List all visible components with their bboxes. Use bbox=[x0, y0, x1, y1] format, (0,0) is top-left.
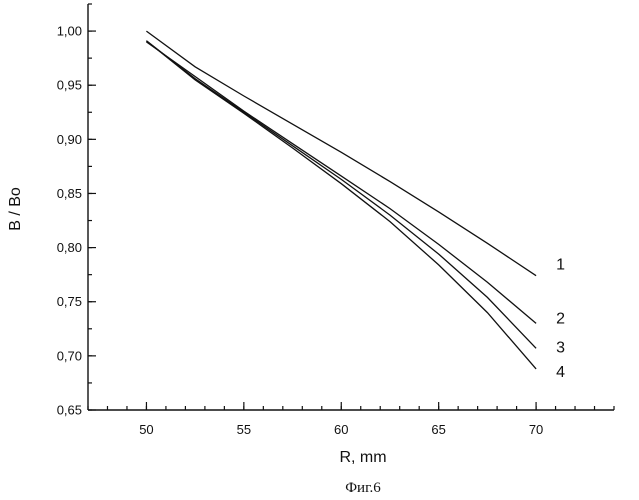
series-label-2: 2 bbox=[556, 310, 565, 327]
series-line-4 bbox=[146, 41, 536, 369]
x-tick-label: 70 bbox=[529, 422, 543, 437]
x-tick-label: 65 bbox=[431, 422, 445, 437]
series-label-3: 3 bbox=[556, 339, 565, 356]
series-line-2 bbox=[146, 42, 536, 324]
y-tick-label: 0,70 bbox=[57, 348, 82, 363]
axes: 0,65 0,70 0,75 0,80 0,85 0,90 0,95 1,00 50 55 60 65… bbox=[57, 4, 614, 437]
series-layer: 1 2 3 4 bbox=[146, 31, 565, 381]
series-label-4: 4 bbox=[556, 364, 565, 381]
series-line-1 bbox=[146, 31, 536, 276]
x-axis-title: R, mm bbox=[339, 449, 386, 466]
y-tick-label: 0,85 bbox=[57, 186, 82, 201]
y-tick-label: 1,00 bbox=[57, 24, 82, 39]
y-tick-label: 0,75 bbox=[57, 294, 82, 309]
y-tick-label: 0,95 bbox=[57, 78, 82, 93]
y-axis-title: B / Bo bbox=[7, 187, 24, 231]
x-tick-label: 60 bbox=[334, 422, 348, 437]
figure-caption: Фиг.6 bbox=[345, 480, 381, 496]
x-tick-label: 55 bbox=[237, 422, 251, 437]
series-label-1: 1 bbox=[556, 257, 565, 274]
y-tick-label: 0,65 bbox=[57, 403, 82, 418]
y-tick-label: 0,80 bbox=[57, 240, 82, 255]
y-tick-label: 0,90 bbox=[57, 132, 82, 147]
x-tick-label: 50 bbox=[139, 422, 153, 437]
